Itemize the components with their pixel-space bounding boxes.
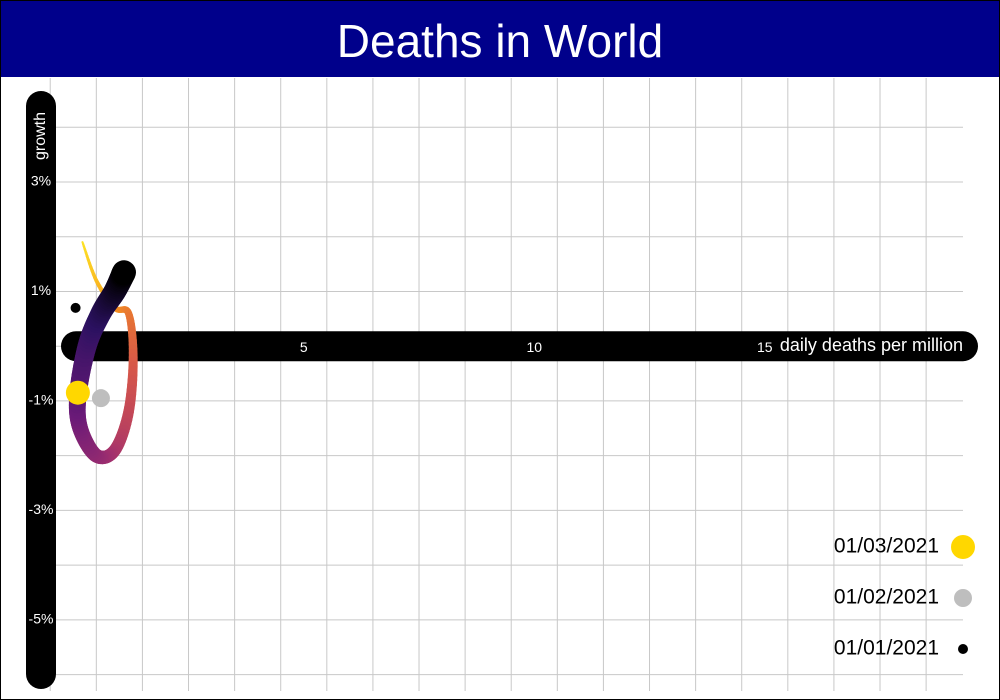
title-banner: Deaths in World — [1, 1, 999, 77]
legend-marker — [958, 644, 968, 654]
y-tick-label: -1% — [29, 392, 54, 408]
y-tick-label: 1% — [31, 282, 51, 298]
grid — [41, 78, 963, 691]
y-tick-label: -3% — [29, 501, 54, 517]
legend-label: 01/03/2021 — [834, 535, 939, 558]
y-tick-label: -5% — [29, 611, 54, 627]
legend-marker — [954, 589, 972, 607]
legend-label: 01/02/2021 — [834, 586, 939, 609]
axes: growth daily deaths per million 3% 1% -1% -3%… — [26, 91, 978, 689]
chart-title: Deaths in World — [336, 15, 664, 67]
data-point-01-02-2021 — [91, 389, 110, 408]
x-tick-label: 15 — [757, 339, 773, 355]
legend-label: 01/01/2021 — [834, 637, 939, 660]
legend-marker — [951, 535, 975, 559]
x-axis-label: daily deaths per million — [780, 335, 963, 355]
x-tick-label: 10 — [526, 339, 542, 355]
data-point-01-03-2021 — [65, 380, 90, 405]
data-point-01-01-2021 — [70, 302, 81, 313]
x-tick-label: 5 — [300, 339, 308, 355]
legend: 01/03/2021 01/02/2021 01/01/2021 — [834, 535, 975, 660]
data-points — [65, 302, 110, 408]
y-tick-label: 3% — [31, 173, 51, 189]
y-axis-label: growth — [32, 112, 49, 160]
